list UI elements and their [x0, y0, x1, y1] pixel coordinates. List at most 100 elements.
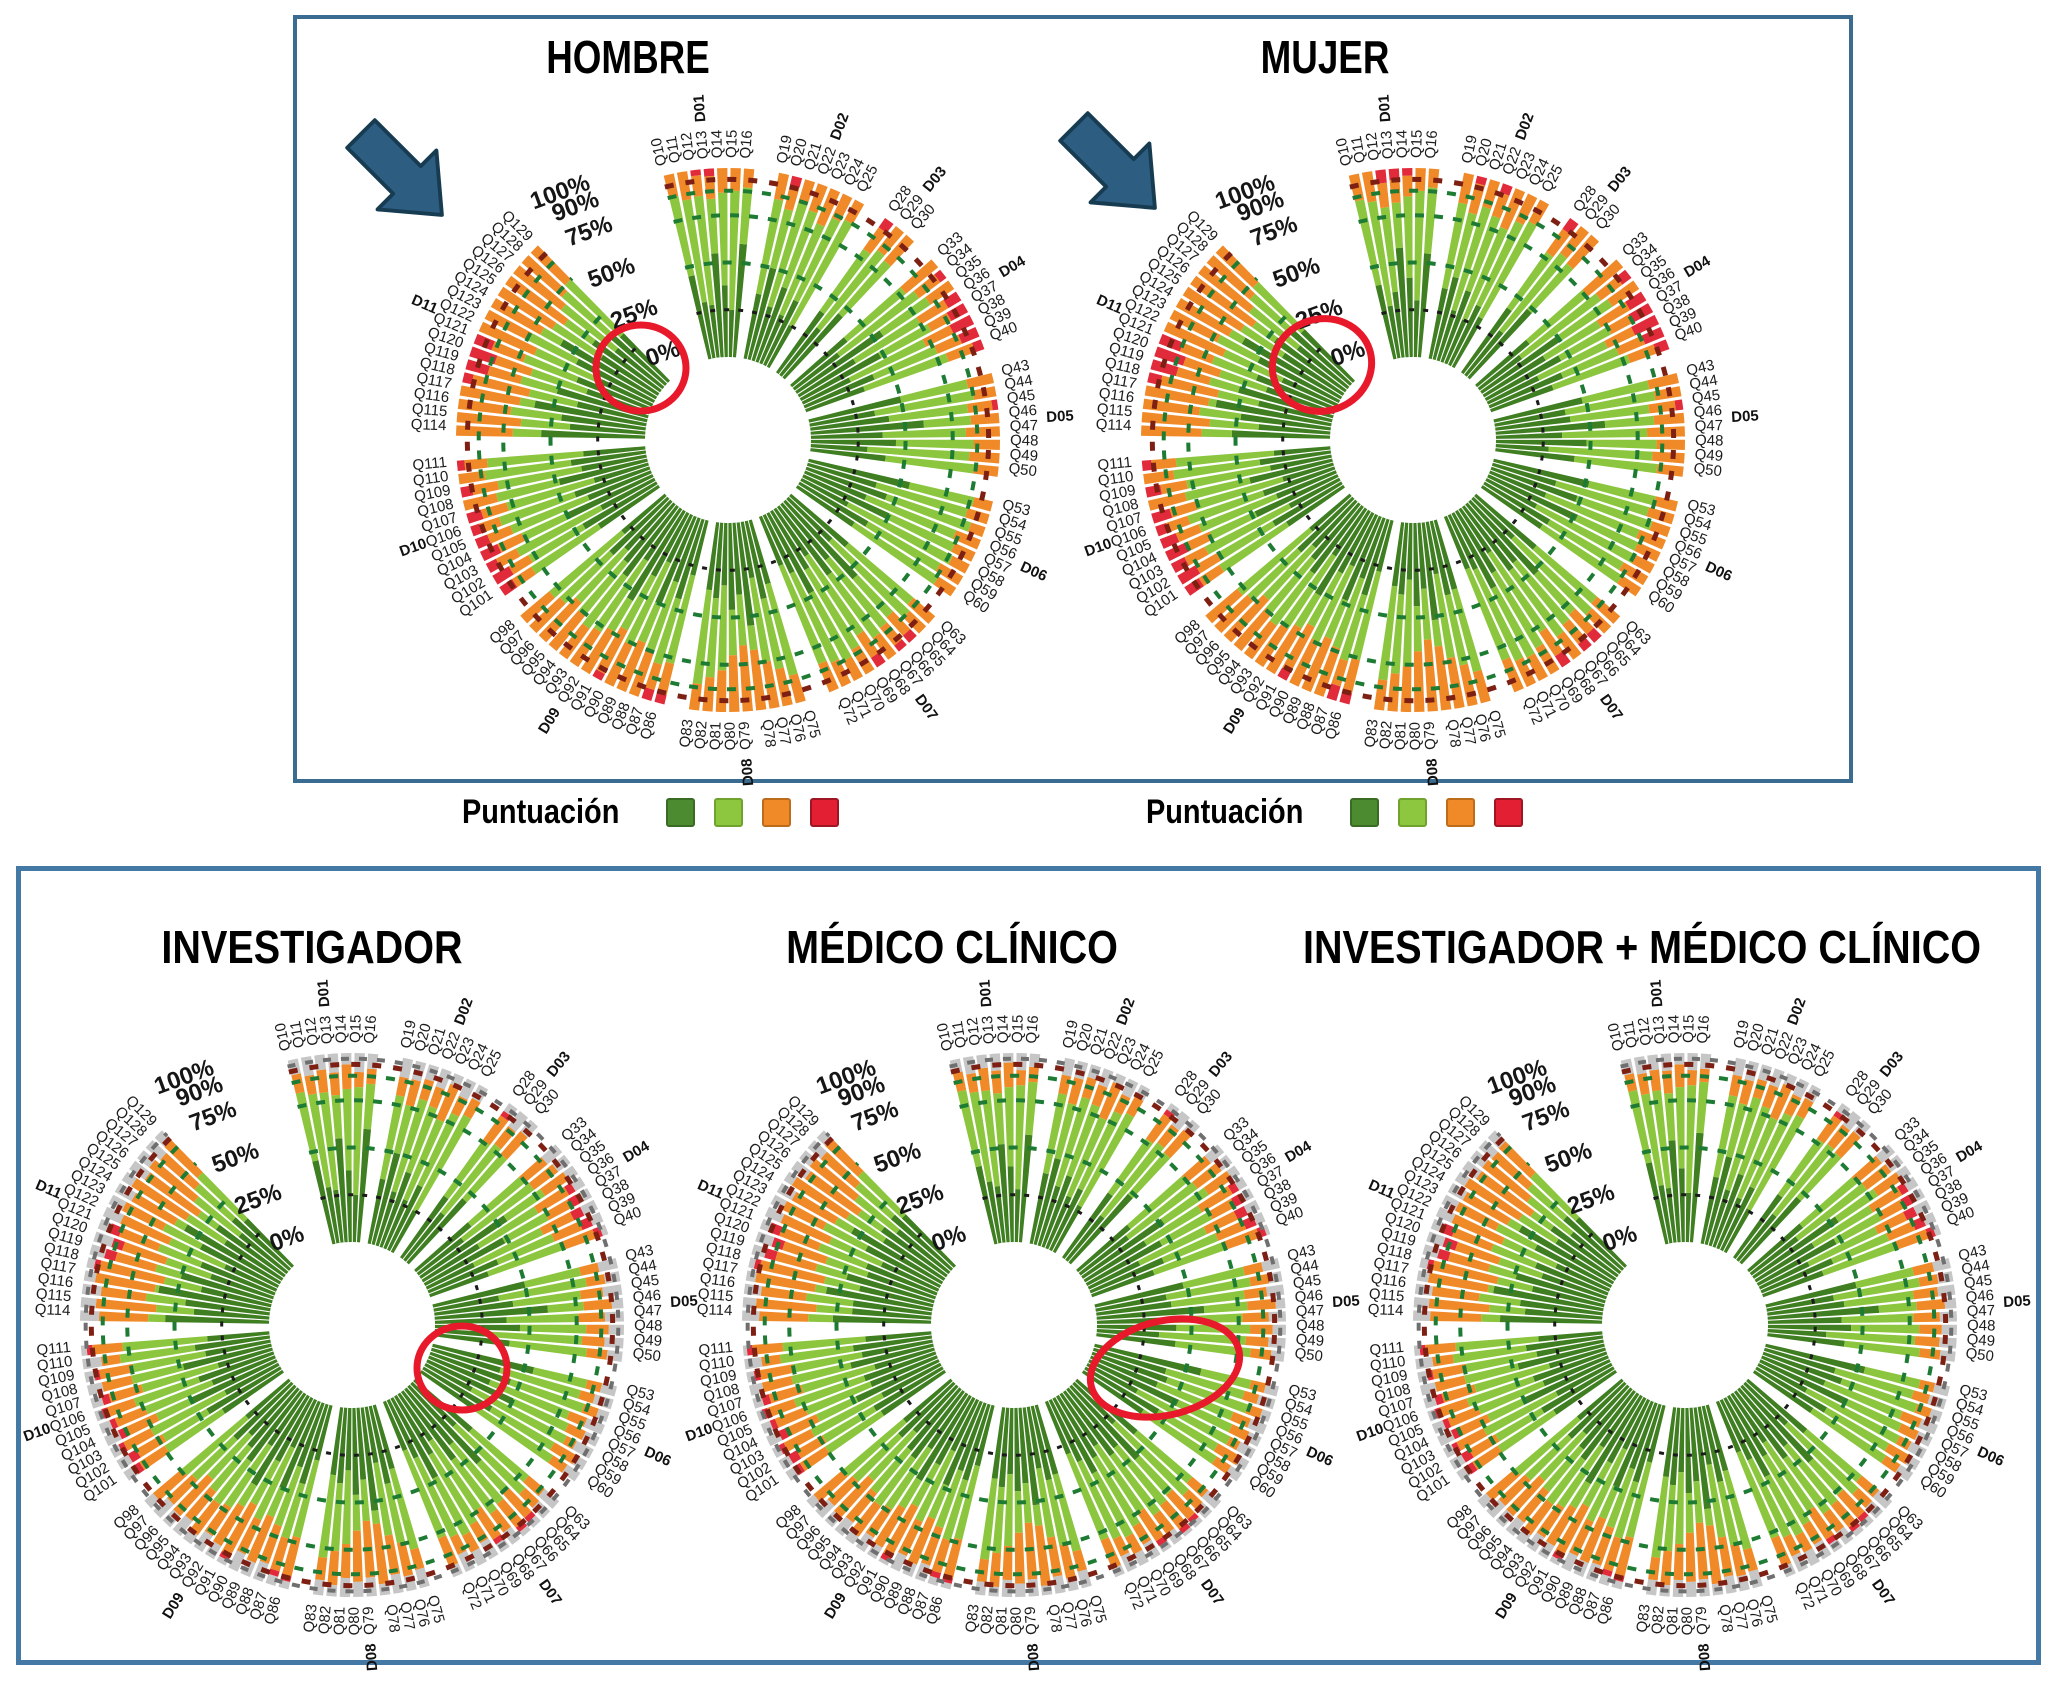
- gridline-ring-88: [476, 188, 980, 692]
- domain-label-D05: D05: [2003, 1292, 2031, 1311]
- bar-Q20: [1704, 1060, 1760, 1246]
- sector-D01: [1348, 168, 1440, 360]
- question-label-Q115: Q115: [697, 1285, 734, 1305]
- bar-Q30: [406, 1119, 538, 1265]
- bar-Q33: [1475, 259, 1624, 388]
- bar-Q50: [1767, 1333, 1956, 1362]
- question-label-Q47: Q47: [1295, 1302, 1324, 1320]
- question-label-Q50: Q50: [1008, 460, 1038, 480]
- bar-Q36: [1482, 291, 1647, 398]
- question-label-Q49: Q49: [1295, 1331, 1324, 1350]
- question-label-Q109: Q109: [413, 482, 452, 506]
- sector-D03: [1062, 1103, 1200, 1265]
- domain-label-D10: D10: [1354, 1420, 1386, 1445]
- sector-D01: [287, 1053, 379, 1245]
- question-label-Q117: Q117: [1100, 369, 1138, 392]
- bar-Q12: [1647, 1054, 1677, 1243]
- sector-D02: [367, 1057, 489, 1254]
- question-label-Q16: Q16: [361, 1015, 380, 1045]
- bar-Q126: [1190, 275, 1347, 393]
- bar-Q15: [1014, 1053, 1027, 1243]
- bar-Q124: [776, 1183, 944, 1285]
- question-label-Q15: Q15: [1408, 129, 1426, 158]
- question-label-Q13: Q13: [1378, 130, 1397, 160]
- question-label-Q79: Q79: [736, 721, 755, 751]
- bar-Q58: [1086, 1363, 1256, 1459]
- domain-label-D08: D08: [362, 1643, 381, 1672]
- question-label-Q14: Q14: [332, 1015, 350, 1044]
- domain-label-D07: D07: [1596, 691, 1626, 723]
- bar-Q23: [383, 1073, 465, 1250]
- question-label-Q48: Q48: [1695, 432, 1724, 449]
- gridline-ring-97: [83, 1056, 621, 1594]
- domain-label-D03: D03: [1877, 1048, 1908, 1080]
- question-label-Q83: Q83: [962, 1603, 982, 1633]
- bar-Q70: [1451, 512, 1548, 682]
- question-label-Q79: Q79: [1693, 1606, 1712, 1636]
- question-label-Q82: Q82: [1377, 720, 1396, 750]
- bar-Q91: [592, 511, 690, 681]
- question-label-Q20: Q20: [411, 1022, 435, 1054]
- gridline-ring-88: [100, 1073, 604, 1577]
- bar-Q128: [521, 255, 668, 386]
- bar-Q54: [1763, 1347, 1947, 1410]
- question-label-Q16: Q16: [1422, 130, 1441, 160]
- question-label-Q13: Q13: [979, 1015, 998, 1045]
- domain-label-D03: D03: [1206, 1048, 1237, 1080]
- bar-Q40: [805, 339, 985, 413]
- domain-label-D10: D10: [1082, 535, 1114, 560]
- bar-Q103: [109, 1362, 280, 1458]
- bar-Q65: [1740, 1384, 1874, 1528]
- bar-Q103: [485, 477, 656, 573]
- question-label-Q111: Q111: [36, 1339, 72, 1359]
- question-label-Q44: Q44: [1960, 1257, 1991, 1279]
- bar-Q122: [102, 1206, 278, 1292]
- score-red-swatch: [810, 798, 840, 827]
- domain-label-D04: D04: [1681, 252, 1714, 281]
- question-label-Q10: Q10: [934, 1021, 957, 1052]
- question-label-Q44: Q44: [1688, 372, 1719, 394]
- bar-Q20: [371, 1060, 427, 1246]
- red-highlight-circle: [1086, 1315, 1244, 1421]
- domain-label-D04: D04: [1282, 1137, 1315, 1166]
- question-label-Q111: Q111: [698, 1339, 734, 1359]
- bar-Q111: [1413, 1331, 1603, 1356]
- sector-D04: [790, 259, 985, 413]
- question-label-Q45: Q45: [1006, 387, 1036, 408]
- question-label-Q48: Q48: [1010, 432, 1039, 449]
- bar-Q38: [425, 1199, 599, 1290]
- bar-Q43: [1493, 373, 1679, 423]
- bar-Q72: [1443, 515, 1524, 693]
- sector-D02: [1428, 172, 1550, 369]
- bar-Q79: [732, 522, 753, 712]
- bar-Q56: [428, 1355, 605, 1435]
- bar-Q72: [1715, 1400, 1796, 1578]
- top-panel-box: [293, 15, 1853, 783]
- bar-Q23: [1444, 188, 1526, 365]
- question-label-Q11: Q11: [1348, 135, 1369, 165]
- question-label-Q82: Q82: [978, 1605, 997, 1635]
- bar-Q67: [1062, 1390, 1183, 1545]
- bar-Q46: [1495, 412, 1685, 435]
- question-label-Q116: Q116: [1098, 385, 1136, 407]
- domain-label-D07: D07: [1197, 1576, 1227, 1608]
- question-label-Q109: Q109: [699, 1367, 738, 1391]
- sector-D09: [1477, 1378, 1666, 1590]
- question-label-Q19: Q19: [1730, 1019, 1752, 1050]
- domain-label-D09: D09: [821, 1590, 850, 1622]
- bar-Q60: [795, 485, 957, 597]
- bar-Q50: [810, 448, 999, 477]
- bar-Q40: [1490, 339, 1670, 413]
- bar-Q101: [1184, 484, 1345, 596]
- bar-Q94: [1243, 505, 1364, 660]
- sector-D11: [742, 1130, 956, 1324]
- bar-Q82: [326, 1407, 348, 1597]
- question-label-Q111: Q111: [1369, 1339, 1405, 1359]
- bar-Q120: [93, 1231, 275, 1300]
- question-label-Q86: Q86: [1322, 710, 1346, 742]
- question-label-Q114: Q114: [1367, 1301, 1403, 1319]
- bar-Q128: [1478, 1140, 1625, 1271]
- gridline-ring-25: [882, 1193, 1146, 1457]
- gridline-ring-75: [501, 213, 955, 667]
- bar-Q127: [137, 1150, 289, 1275]
